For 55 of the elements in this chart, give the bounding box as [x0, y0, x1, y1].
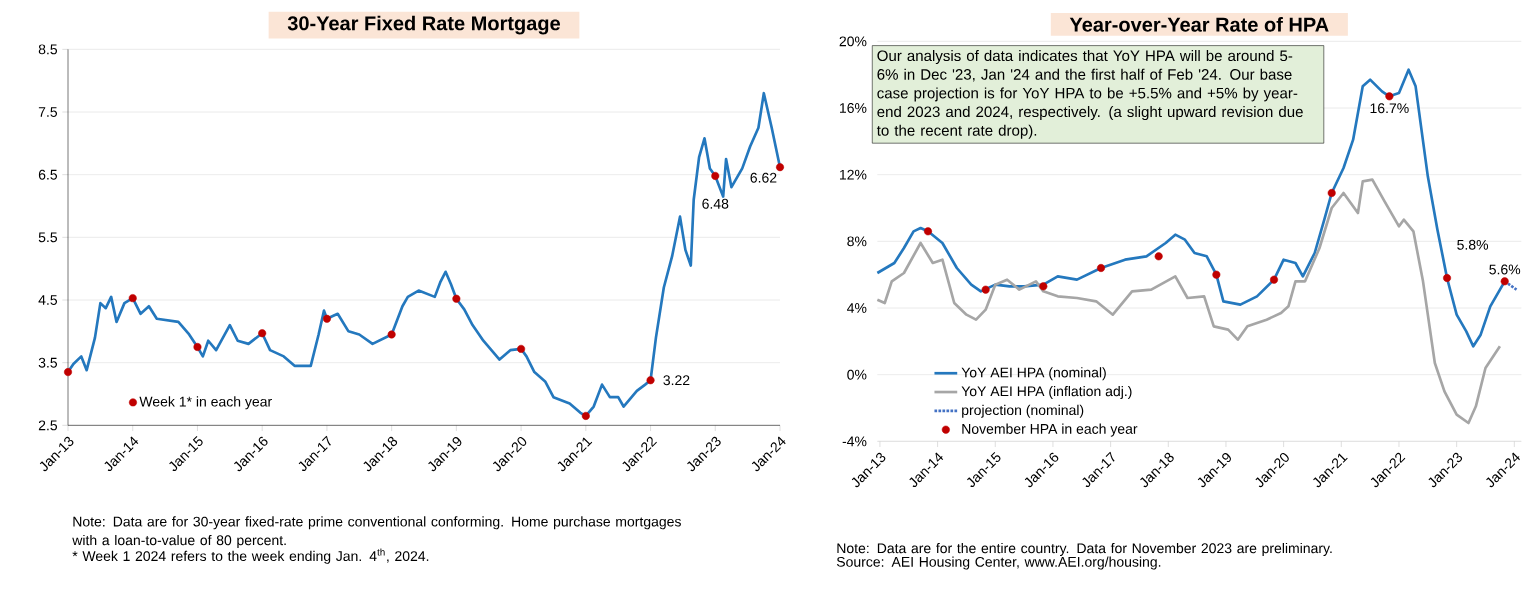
- point: [1270, 275, 1279, 284]
- y-tick-label: 4.5: [38, 295, 58, 305]
- y-tick-label: 8%: [847, 236, 867, 247]
- point: [1097, 264, 1106, 272]
- point: [1212, 270, 1221, 279]
- y-tick-label: 8.5: [38, 44, 58, 55]
- data-label: 3.22: [663, 375, 690, 386]
- source-note: Source: AEI Housing Center, www.AEI.org/housing.: [836, 556, 1161, 570]
- point: [128, 294, 137, 303]
- y-tick-label: 2.5: [38, 420, 58, 431]
- data-label: 5.6%: [1489, 264, 1521, 275]
- data-label: 6.62: [750, 172, 777, 183]
- y-tick-label: -4%: [842, 436, 867, 447]
- point: [581, 411, 590, 420]
- point: [1443, 274, 1452, 282]
- point: [1154, 252, 1163, 261]
- point: [1385, 92, 1394, 101]
- point: [981, 285, 990, 294]
- point: [517, 344, 526, 353]
- y-tick-label: 7.5: [38, 107, 58, 117]
- text: Note: Data are for 30-year fixed-rate prime conventional conforming. Home purchase mortgages with a loan-to-value of 80 percent.: [72, 516, 681, 548]
- point: [1039, 282, 1048, 291]
- legend-label: projection (nominal): [962, 404, 1084, 418]
- point: [1500, 277, 1509, 286]
- annotation: Our analysis of data indicates that YoY HPA will be around 5-6% in Dec '23, Jan '24 and the first half of Feb '24. Our base case projection is for YoY HPA to be +5.5% and +5% by year-end 2023 and 2024, respectively. (a slight upward revision due to the recent rate drop).: [876, 50, 1303, 139]
- point: [258, 329, 267, 338]
- data-label: 16.7%: [1370, 103, 1409, 114]
- point: [646, 376, 655, 385]
- y-tick-label: 3.5: [38, 357, 58, 368]
- y-tick-label: 5.5: [38, 232, 58, 243]
- legend-label: YoY AEI HPA (nominal): [961, 367, 1106, 381]
- data-label: 5.8%: [1457, 239, 1489, 250]
- y-tick-label: 20%: [839, 36, 867, 47]
- legend-label: November HPA in each year: [962, 423, 1138, 437]
- y-tick-label: 4%: [847, 303, 867, 313]
- text: Note: Data are for the entire country. Data for November 2023 are preliminary.: [837, 542, 1332, 556]
- data-label: 6.48: [702, 198, 729, 209]
- legend-label: Week 1* in each year: [139, 396, 272, 410]
- y-tick-label: 6.5: [38, 169, 58, 180]
- point: [452, 294, 461, 303]
- y-tick-label: 12%: [839, 169, 867, 180]
- point: [1327, 189, 1336, 197]
- point: [776, 163, 785, 172]
- text: * Week 1 2024 refers to the week ending Jan. 4$^{th}$, 2024.: [72, 548, 429, 564]
- chart-title: Year-over-Year Rate of HPA: [1069, 17, 1329, 32]
- y-tick-label: 16%: [839, 103, 867, 113]
- chart-title: 30-Year Fixed Rate Mortgage: [287, 15, 560, 35]
- point: [322, 314, 331, 323]
- point: [64, 368, 73, 377]
- point: [387, 330, 396, 339]
- point: [193, 343, 202, 351]
- point: [923, 227, 932, 236]
- y-tick-label: 0%: [847, 369, 867, 380]
- legend-label: YoY AEI HPA (inflation adj.): [961, 385, 1132, 400]
- point: [711, 171, 720, 180]
